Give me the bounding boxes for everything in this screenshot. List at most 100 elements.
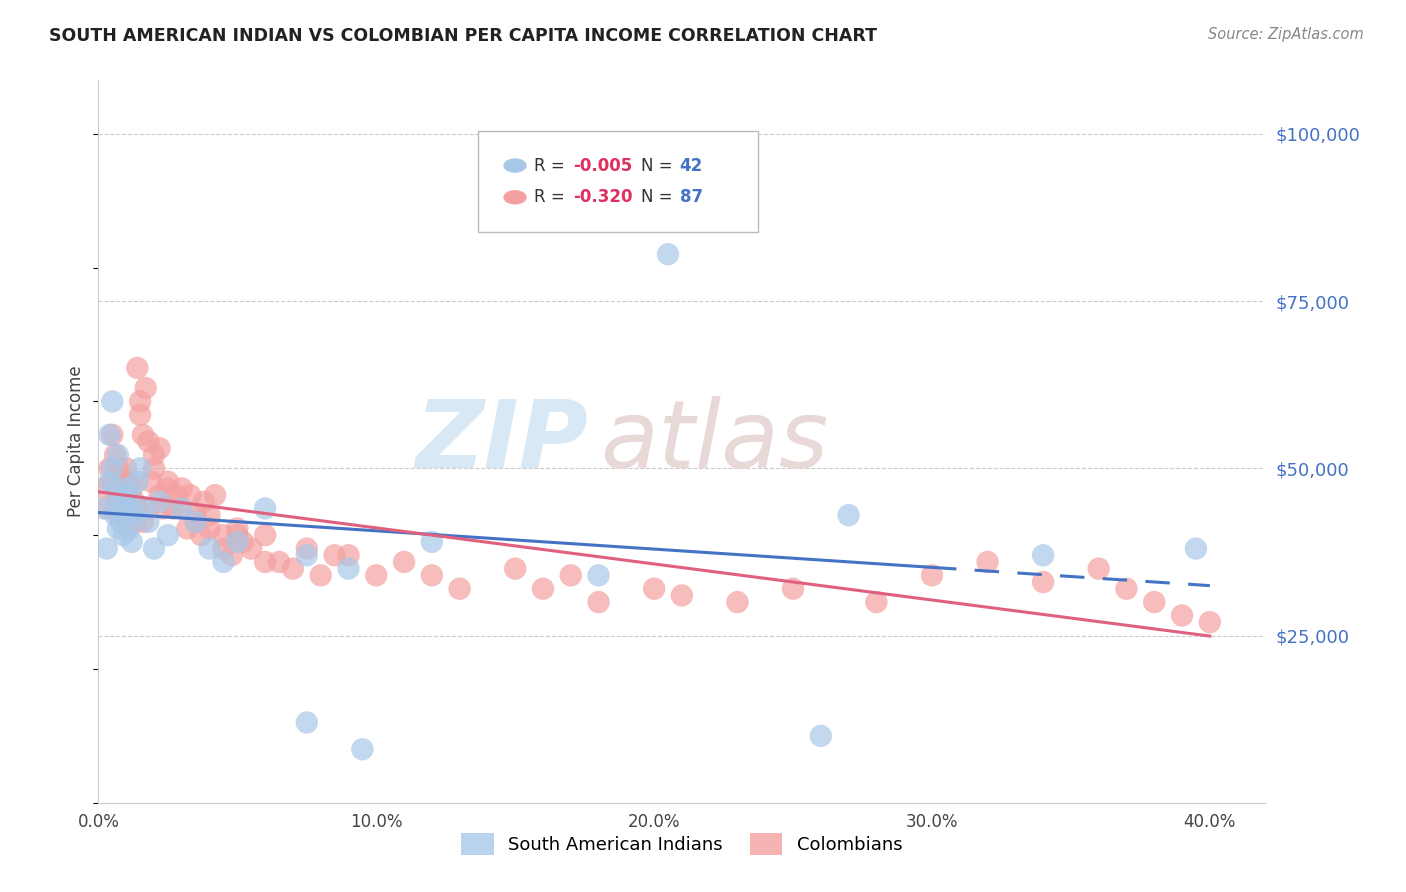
Point (643, 582, 665, 596)
Circle shape (503, 190, 527, 204)
Point (221, 548, 243, 563)
Point (110, 482, 132, 496)
Point (156, 475, 179, 489)
Point (138, 434, 160, 449)
Point (118, 475, 141, 489)
Text: N =: N = (641, 156, 678, 175)
Point (118, 501, 141, 516)
Point (921, 568, 943, 582)
Text: 87: 87 (679, 188, 703, 206)
Point (184, 515, 207, 529)
Point (121, 501, 143, 516)
Point (309, 568, 332, 582)
Point (212, 528, 235, 542)
Point (115, 482, 138, 496)
Point (657, 247, 679, 261)
Point (101, 461, 124, 475)
Point (121, 482, 143, 496)
Point (107, 461, 129, 475)
Point (449, 582, 471, 596)
Text: -0.320: -0.320 (574, 188, 633, 206)
Text: 42: 42 (679, 156, 703, 175)
Point (560, 568, 582, 582)
Point (107, 521, 129, 535)
Point (138, 501, 160, 516)
Point (1032, 575, 1054, 590)
Point (129, 461, 152, 475)
Point (1171, 608, 1194, 623)
Point (101, 427, 124, 442)
Point (226, 534, 249, 549)
Point (254, 528, 277, 542)
Point (190, 528, 212, 542)
Point (531, 582, 554, 596)
Point (212, 555, 235, 569)
Point (337, 562, 360, 576)
Point (165, 488, 187, 502)
Text: -0.005: -0.005 (574, 156, 633, 175)
Point (198, 508, 221, 523)
Point (118, 521, 141, 535)
Point (148, 494, 170, 508)
Point (337, 548, 360, 563)
Point (212, 541, 235, 556)
Point (96, 501, 118, 516)
Point (98, 427, 121, 442)
Point (124, 515, 146, 529)
Point (671, 589, 693, 603)
Point (148, 441, 170, 455)
Point (392, 555, 415, 569)
Point (170, 501, 193, 516)
Point (127, 475, 149, 489)
Point (141, 475, 163, 489)
Point (198, 521, 221, 535)
Point (281, 562, 304, 576)
Point (156, 482, 179, 496)
Point (156, 528, 179, 542)
Point (254, 555, 277, 569)
Text: Source: ZipAtlas.com: Source: ZipAtlas.com (1208, 27, 1364, 42)
Point (104, 448, 127, 462)
Point (143, 448, 166, 462)
Point (138, 515, 160, 529)
Point (838, 508, 860, 523)
Point (1143, 595, 1166, 609)
Point (198, 541, 221, 556)
Point (232, 534, 254, 549)
Point (96, 541, 118, 556)
Y-axis label: Per Capita Income: Per Capita Income (67, 366, 86, 517)
Point (1087, 562, 1109, 576)
Point (110, 515, 132, 529)
Point (420, 534, 443, 549)
Point (124, 494, 146, 508)
Point (170, 501, 193, 516)
Point (143, 541, 166, 556)
Point (115, 488, 138, 502)
Point (865, 595, 887, 609)
Point (112, 488, 135, 502)
Point (121, 534, 143, 549)
Point (184, 515, 207, 529)
Point (115, 508, 138, 523)
Point (112, 501, 135, 516)
Point (148, 488, 170, 502)
Point (98, 475, 121, 489)
Point (132, 515, 155, 529)
Point (118, 488, 141, 502)
Point (184, 508, 207, 523)
Point (176, 521, 198, 535)
Point (124, 508, 146, 523)
Point (110, 508, 132, 523)
Point (101, 475, 124, 489)
Point (101, 394, 124, 409)
Point (295, 715, 318, 730)
Legend: South American Indians, Colombians: South American Indians, Colombians (454, 826, 910, 863)
Point (127, 361, 149, 376)
Point (254, 501, 277, 516)
Point (588, 595, 610, 609)
Text: R =: R = (534, 188, 569, 206)
Point (98, 461, 121, 475)
Point (1115, 582, 1137, 596)
Point (267, 555, 290, 569)
Point (132, 427, 155, 442)
